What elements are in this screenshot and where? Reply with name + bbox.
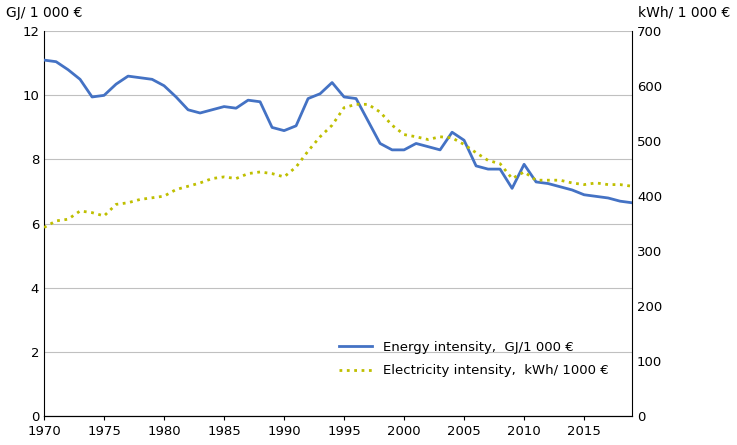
- Text: kWh/ 1 000 €: kWh/ 1 000 €: [638, 6, 730, 20]
- Text: GJ/ 1 000 €: GJ/ 1 000 €: [6, 6, 83, 20]
- Legend: Energy intensity,  GJ/1 000 €, Electricity intensity,  kWh/ 1000 €: Energy intensity, GJ/1 000 €, Electricit…: [334, 336, 614, 383]
